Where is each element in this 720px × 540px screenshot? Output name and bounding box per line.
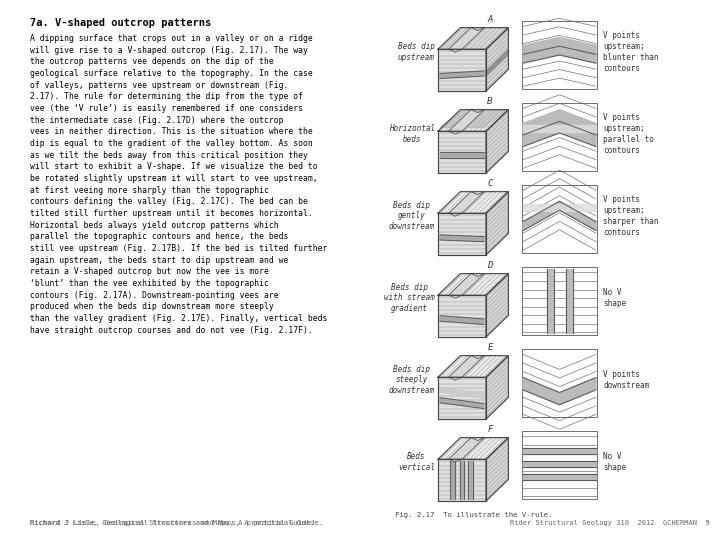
Text: Richard J Lisle, Geological Structures and Maps, A practical Guide.: Richard J Lisle, Geological Structures a… [30,520,323,526]
Polygon shape [438,213,486,255]
Polygon shape [438,437,508,459]
Polygon shape [468,461,472,499]
Text: V points
upstream;
sharper than
contours: V points upstream; sharper than contours [603,195,659,237]
Polygon shape [449,437,485,462]
Polygon shape [440,28,506,49]
Text: Fig. 2.17  To illustrate the V-rule.: Fig. 2.17 To illustrate the V-rule. [395,512,552,518]
Polygon shape [438,274,508,295]
Polygon shape [440,235,484,241]
Bar [522,349,597,417]
Text: V points
upstream;
blunter than
contours: V points upstream; blunter than contours [603,31,659,73]
Bar [522,103,597,171]
Polygon shape [450,461,455,499]
Text: Beds dip
upstream: Beds dip upstream [398,42,435,62]
Polygon shape [440,387,484,398]
Polygon shape [438,295,486,337]
Text: B: B [487,97,492,106]
Polygon shape [440,71,484,78]
Polygon shape [523,122,596,146]
Polygon shape [486,356,508,419]
Text: V points
downstream: V points downstream [603,370,649,390]
Bar [522,185,597,253]
Polygon shape [523,377,596,405]
Polygon shape [486,274,508,337]
Polygon shape [449,274,485,298]
Polygon shape [438,377,486,419]
Polygon shape [449,192,485,216]
Bar [522,431,597,499]
Text: V points
upstream;
parallel to
contours: V points upstream; parallel to contours [603,113,654,155]
Polygon shape [523,125,596,132]
Polygon shape [523,110,596,135]
Polygon shape [438,192,508,213]
Polygon shape [440,110,506,127]
Text: No V
shape: No V shape [603,452,626,472]
Polygon shape [523,448,596,454]
Polygon shape [486,28,508,91]
Polygon shape [449,28,485,52]
Polygon shape [486,110,508,173]
Bar [522,267,597,335]
Text: E: E [487,343,492,352]
Polygon shape [486,437,508,501]
Polygon shape [438,28,508,49]
Polygon shape [523,474,596,480]
Polygon shape [440,316,484,325]
Polygon shape [438,131,486,173]
Polygon shape [438,110,508,131]
Text: Beds
vertical: Beds vertical [398,453,435,472]
Text: Beds dip
steeply
downstream: Beds dip steeply downstream [389,365,435,395]
Polygon shape [438,356,508,377]
Polygon shape [438,459,486,501]
Text: A: A [487,15,492,24]
Polygon shape [523,201,596,231]
Text: C: C [487,179,492,188]
Text: D: D [487,261,492,270]
Polygon shape [449,356,485,380]
Text: Horizontal
beds: Horizontal beds [389,124,435,144]
Polygon shape [565,269,573,333]
Polygon shape [440,397,484,409]
Text: No V
shape: No V shape [603,288,626,308]
Polygon shape [523,37,596,55]
Text: F: F [487,425,492,434]
Polygon shape [523,46,596,63]
Text: Rider Structural Geology 310  2012  GCHERMAN  9: Rider Structural Geology 310 2012 GCHERM… [510,520,710,526]
Polygon shape [486,49,508,76]
Text: Beds dip
with stream
gradient: Beds dip with stream gradient [384,283,435,313]
Text: 7a. V-shaped outcrop patterns: 7a. V-shaped outcrop patterns [30,18,211,28]
Polygon shape [440,152,484,158]
Polygon shape [449,110,485,134]
Text: Beds dip
gently
downstream: Beds dip gently downstream [389,201,435,231]
Polygon shape [438,49,486,91]
Polygon shape [486,192,508,255]
Polygon shape [523,204,596,211]
Polygon shape [546,269,554,333]
Polygon shape [523,461,596,467]
Text: Richard J Lisle, Geological Structures and Maps, A practical Guide.: Richard J Lisle, Geological Structures a… [30,520,315,526]
Bar [522,21,597,89]
Polygon shape [459,461,464,499]
Text: A dipping surface that crops out in a valley or on a ridge
will give rise to a V: A dipping surface that crops out in a va… [30,34,328,334]
